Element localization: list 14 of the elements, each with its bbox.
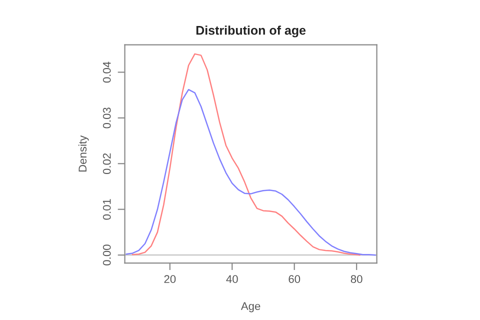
x-axis-title: Age xyxy=(240,302,260,312)
line-series xyxy=(132,53,360,256)
x-tick-label: 20 xyxy=(164,275,176,284)
line-series xyxy=(126,88,376,256)
y-tick-label: 0.04 xyxy=(102,62,111,83)
chart-title: Distribution of age xyxy=(196,26,306,38)
y-tick-label: 0.00 xyxy=(102,244,111,266)
y-axis-title: Density xyxy=(78,135,89,172)
x-tick-label: 60 xyxy=(288,275,300,284)
y-tick-label: 0.02 xyxy=(102,153,111,174)
x-tick-label: 80 xyxy=(350,275,362,284)
y-tick-label: 0.03 xyxy=(102,108,111,128)
x-tick-label: 40 xyxy=(226,275,238,284)
y-tick-label: 0.01 xyxy=(102,199,111,220)
